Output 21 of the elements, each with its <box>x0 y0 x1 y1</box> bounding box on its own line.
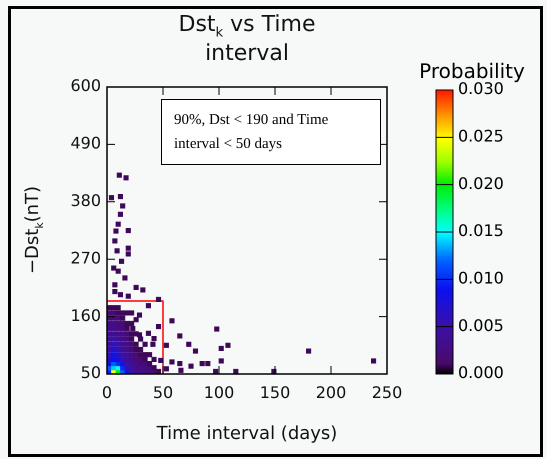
color-bar-label: 0.020 <box>458 174 504 193</box>
y-tick-label: 270 <box>70 248 101 268</box>
x-tick-label: 100 <box>204 382 234 402</box>
y-tick-label: 600 <box>70 76 101 96</box>
y-tick-label: 160 <box>70 306 101 325</box>
y-tick-label: 490 <box>70 134 101 153</box>
x-tick-label: 200 <box>316 382 346 402</box>
x-tick-label: 50 <box>152 382 174 402</box>
y-tick-label: 50 <box>80 363 101 382</box>
text-box: 90%, Dst < 190 and Time interval < 50 days <box>161 99 381 165</box>
color-bar-label: 0.025 <box>458 126 504 146</box>
color-bar-label: 0.005 <box>458 316 504 335</box>
color-bar-label: 0.000 <box>458 363 504 382</box>
color-bar-label: 0.015 <box>458 221 504 240</box>
color-bar-label: 0.010 <box>458 268 504 288</box>
x-tick-label: 0 <box>102 382 112 402</box>
x-tick-label: 150 <box>260 382 290 402</box>
chart-title: Dst$_{k}$ vs Time interval <box>178 12 316 68</box>
x-tick-label: 250 <box>372 382 402 402</box>
x-axis-title: Time interval (days) <box>156 422 338 444</box>
y-tick-label: 380 <box>70 190 101 210</box>
